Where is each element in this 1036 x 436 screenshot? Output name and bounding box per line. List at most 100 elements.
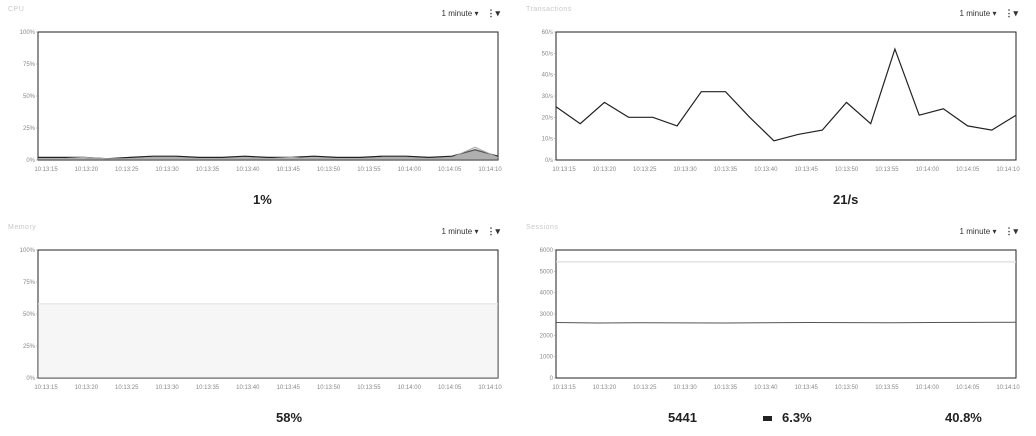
y-tick-label: 60/s [542,30,553,36]
stat-value: 5441 [668,410,697,425]
panel-title: Memory [8,224,37,231]
x-tick-label: 10:13:35 [714,385,738,391]
panel-menu: 1 minute ▾ ⋮▾ [960,8,1018,19]
sessions-stat-percent-a: 6.3% [763,410,812,425]
x-tick-label: 10:14:00 [916,167,940,173]
x-tick-label: 10:13:15 [34,167,58,173]
series-line [38,149,499,160]
x-tick-label: 10:13:35 [196,385,220,391]
x-tick-label: 10:13:40 [754,385,778,391]
chart-svg: 100% 75% 50% 25% 0% 10:13:15 10:13:20 10:13:25 1… [20,30,503,173]
x-tick-label: 10:13:15 [552,167,576,173]
time-range-dropdown[interactable]: 1 minute ▾ [441,227,479,236]
memory-stat: 58% [276,410,302,425]
y-tick-label: 20/s [542,115,553,121]
series-area [38,147,498,160]
x-tick-label: 10:13:55 [357,167,381,173]
x-tick-label: 10:13:30 [155,167,179,173]
stat-value: 6.3% [782,410,812,425]
y-tick-label: 25% [23,344,36,350]
stat-value: 1% [253,192,272,207]
x-tick-label: 10:14:10 [996,167,1020,173]
y-tick-label: 75% [23,62,36,68]
y-tick-label: 75% [23,280,36,286]
more-vertical-icon[interactable]: ⋮▾ [1004,226,1018,236]
x-tick-label: 10:13:40 [754,167,778,173]
x-tick-label: 10:13:50 [317,167,341,173]
panel-title: Sessions [526,224,559,231]
x-tick-label: 10:13:45 [795,167,819,173]
x-tick-label: 10:14:10 [996,385,1020,391]
sessions-panel: Sessions 1 minute ▾ ⋮▾ 6000 5000 4000 3000 2… [518,218,1036,436]
more-vertical-icon[interactable]: ⋮▾ [486,8,500,18]
y-tick-label: 10/s [542,137,553,143]
time-range-dropdown[interactable]: 1 minute ▾ [959,9,997,18]
chart-svg: 100% 75% 50% 25% 0% 10:13:15 10:13:20 10:13:25 1… [20,248,503,391]
y-tick-label: 6000 [540,248,554,254]
x-tick-label: 10:13:25 [115,167,139,173]
panel-menu: 1 minute ▾ ⋮▾ [442,8,500,19]
memory-panel: Memory 1 minute ▾ ⋮▾ 100% 75% 50% 25% 0% 10:1… [0,218,518,436]
y-tick-label: 3000 [540,312,554,318]
sessions-chart: 6000 5000 4000 3000 2000 1000 0 10:13:15 10:13:2… [518,242,1036,402]
more-vertical-icon[interactable]: ⋮▾ [1004,8,1018,18]
x-tick-label: 10:13:20 [75,167,99,173]
x-tick-label: 10:14:00 [916,385,940,391]
time-range-dropdown[interactable]: 1 minute ▾ [441,9,479,18]
y-tick-label: 1000 [540,355,554,361]
y-tick-label: 25% [23,126,36,132]
x-tick-label: 10:13:35 [196,167,220,173]
x-tick-label: 10:13:45 [795,385,819,391]
stat-value: 58% [276,410,303,425]
x-tick-label: 10:14:05 [956,167,980,173]
y-tick-label: 30/s [542,94,553,100]
y-tick-label: 50% [23,312,36,318]
x-tick-label: 10:13:55 [357,385,381,391]
x-tick-label: 10:13:45 [277,385,301,391]
x-tick-label: 10:13:25 [633,167,657,173]
sessions-stat-percent-b: 40.8% [945,410,982,425]
plot-frame [555,249,1017,379]
cpu-chart: 100% 75% 50% 25% 0% 10:13:15 10:13:20 10:13:25 1… [0,24,518,184]
x-tick-label: 10:13:40 [236,385,260,391]
series-line [555,321,1017,324]
sessions-stat-total: 5441 [668,410,697,425]
series-area [38,303,498,378]
chart-svg: 6000 5000 4000 3000 2000 1000 0 10:13:15 10:13:2… [540,248,1021,391]
y-tick-label: 2000 [540,333,554,339]
x-tick-label: 10:13:50 [835,167,859,173]
plot-frame [555,31,1017,161]
memory-chart: 100% 75% 50% 25% 0% 10:13:15 10:13:20 10:13:25 1… [0,242,518,402]
series-line [38,146,499,160]
cpu-stat: 1% [253,192,272,207]
series-line [555,47,1017,142]
x-tick-label: 10:13:30 [155,385,179,391]
x-tick-label: 10:14:10 [478,167,502,173]
more-vertical-icon[interactable]: ⋮▾ [486,226,500,236]
x-tick-label: 10:13:20 [75,385,99,391]
x-tick-label: 10:13:50 [835,385,859,391]
y-tick-label: 40/s [542,73,553,79]
x-tick-label: 10:13:15 [552,385,576,391]
panel-title: Transactions [526,6,572,13]
x-tick-label: 10:14:05 [438,167,462,173]
y-tick-label: 50/s [542,51,553,57]
plot-frame [37,31,499,161]
time-range-dropdown[interactable]: 1 minute ▾ [959,227,997,236]
y-tick-label: 0/s [545,158,553,164]
x-tick-label: 10:13:40 [236,167,260,173]
y-tick-label: 4000 [540,291,554,297]
panel-menu: 1 minute ▾ ⋮▾ [442,226,500,237]
x-tick-label: 10:14:10 [478,385,502,391]
y-tick-label: 5000 [540,269,554,275]
x-tick-label: 10:13:35 [714,167,738,173]
x-tick-label: 10:14:00 [398,167,422,173]
x-tick-label: 10:13:25 [633,385,657,391]
x-tick-label: 10:14:05 [438,385,462,391]
x-tick-label: 10:13:30 [673,385,697,391]
x-tick-label: 10:13:20 [593,385,617,391]
x-tick-label: 10:13:55 [875,385,899,391]
cpu-panel: CPU 1 minute ▾ ⋮▾ 100% 75% 50% 25% 0% 10:13:1… [0,0,518,218]
x-tick-label: 10:13:15 [34,385,58,391]
x-tick-label: 10:13:50 [317,385,341,391]
